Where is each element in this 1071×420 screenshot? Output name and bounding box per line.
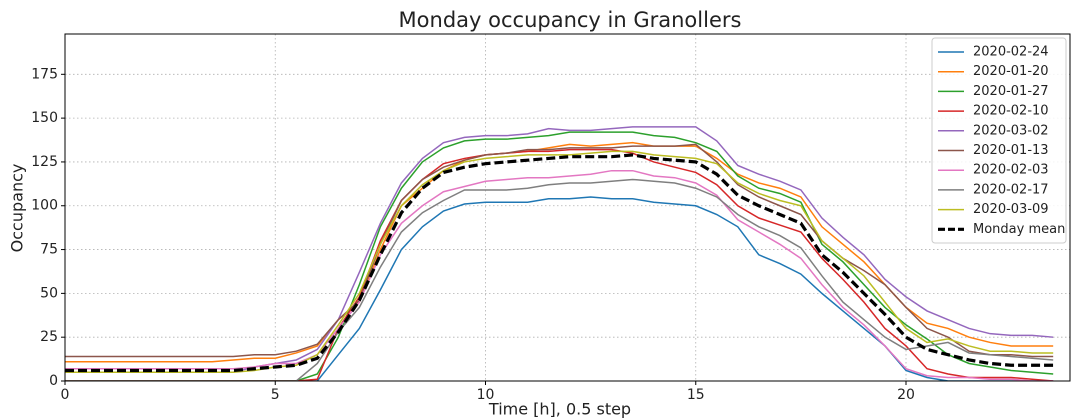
x-tick-label: 20	[897, 387, 915, 403]
y-tick-label: 175	[31, 66, 58, 82]
line-series	[65, 148, 1054, 381]
y-axis-label: Occupancy	[8, 164, 27, 253]
y-tick-label: 0	[49, 373, 58, 389]
legend-label: 2020-01-27	[973, 84, 1049, 99]
line-series	[65, 143, 1054, 358]
y-tick-label: 25	[40, 329, 58, 345]
x-axis-label: Time [h], 0.5 step	[488, 400, 631, 419]
line-series	[65, 141, 1054, 363]
legend-label: 2020-03-02	[973, 123, 1049, 138]
line-series	[65, 178, 1054, 381]
chart-title: Monday occupancy in Granollers	[399, 8, 742, 32]
line-series	[65, 150, 1054, 373]
line-series	[65, 131, 1054, 381]
legend-label: 2020-01-20	[973, 64, 1049, 79]
x-tick-label: 5	[271, 387, 280, 403]
y-tick-label: 50	[40, 285, 58, 301]
line-series	[65, 196, 1054, 381]
legend-label: 2020-02-03	[973, 163, 1049, 178]
y-tick-label: 150	[31, 110, 58, 126]
x-tick-label: 0	[61, 387, 70, 403]
y-tick-label: 100	[31, 198, 58, 214]
legend-box	[931, 37, 1067, 244]
line-series	[65, 153, 1054, 373]
legend-label: Monday mean	[973, 222, 1065, 237]
x-tick-label: 10	[477, 387, 495, 403]
legend-label: 2020-01-13	[973, 143, 1049, 158]
legend-label: 2020-02-17	[973, 182, 1049, 197]
y-tick-label: 125	[31, 154, 58, 170]
y-tick-label: 75	[40, 242, 58, 258]
x-tick-label: 15	[687, 387, 705, 403]
legend-label: 2020-03-09	[973, 202, 1049, 217]
plot-frame	[64, 33, 1071, 382]
legend-label: 2020-02-24	[973, 45, 1049, 60]
legend-label: 2020-02-10	[973, 104, 1049, 119]
line-series	[65, 169, 1054, 381]
